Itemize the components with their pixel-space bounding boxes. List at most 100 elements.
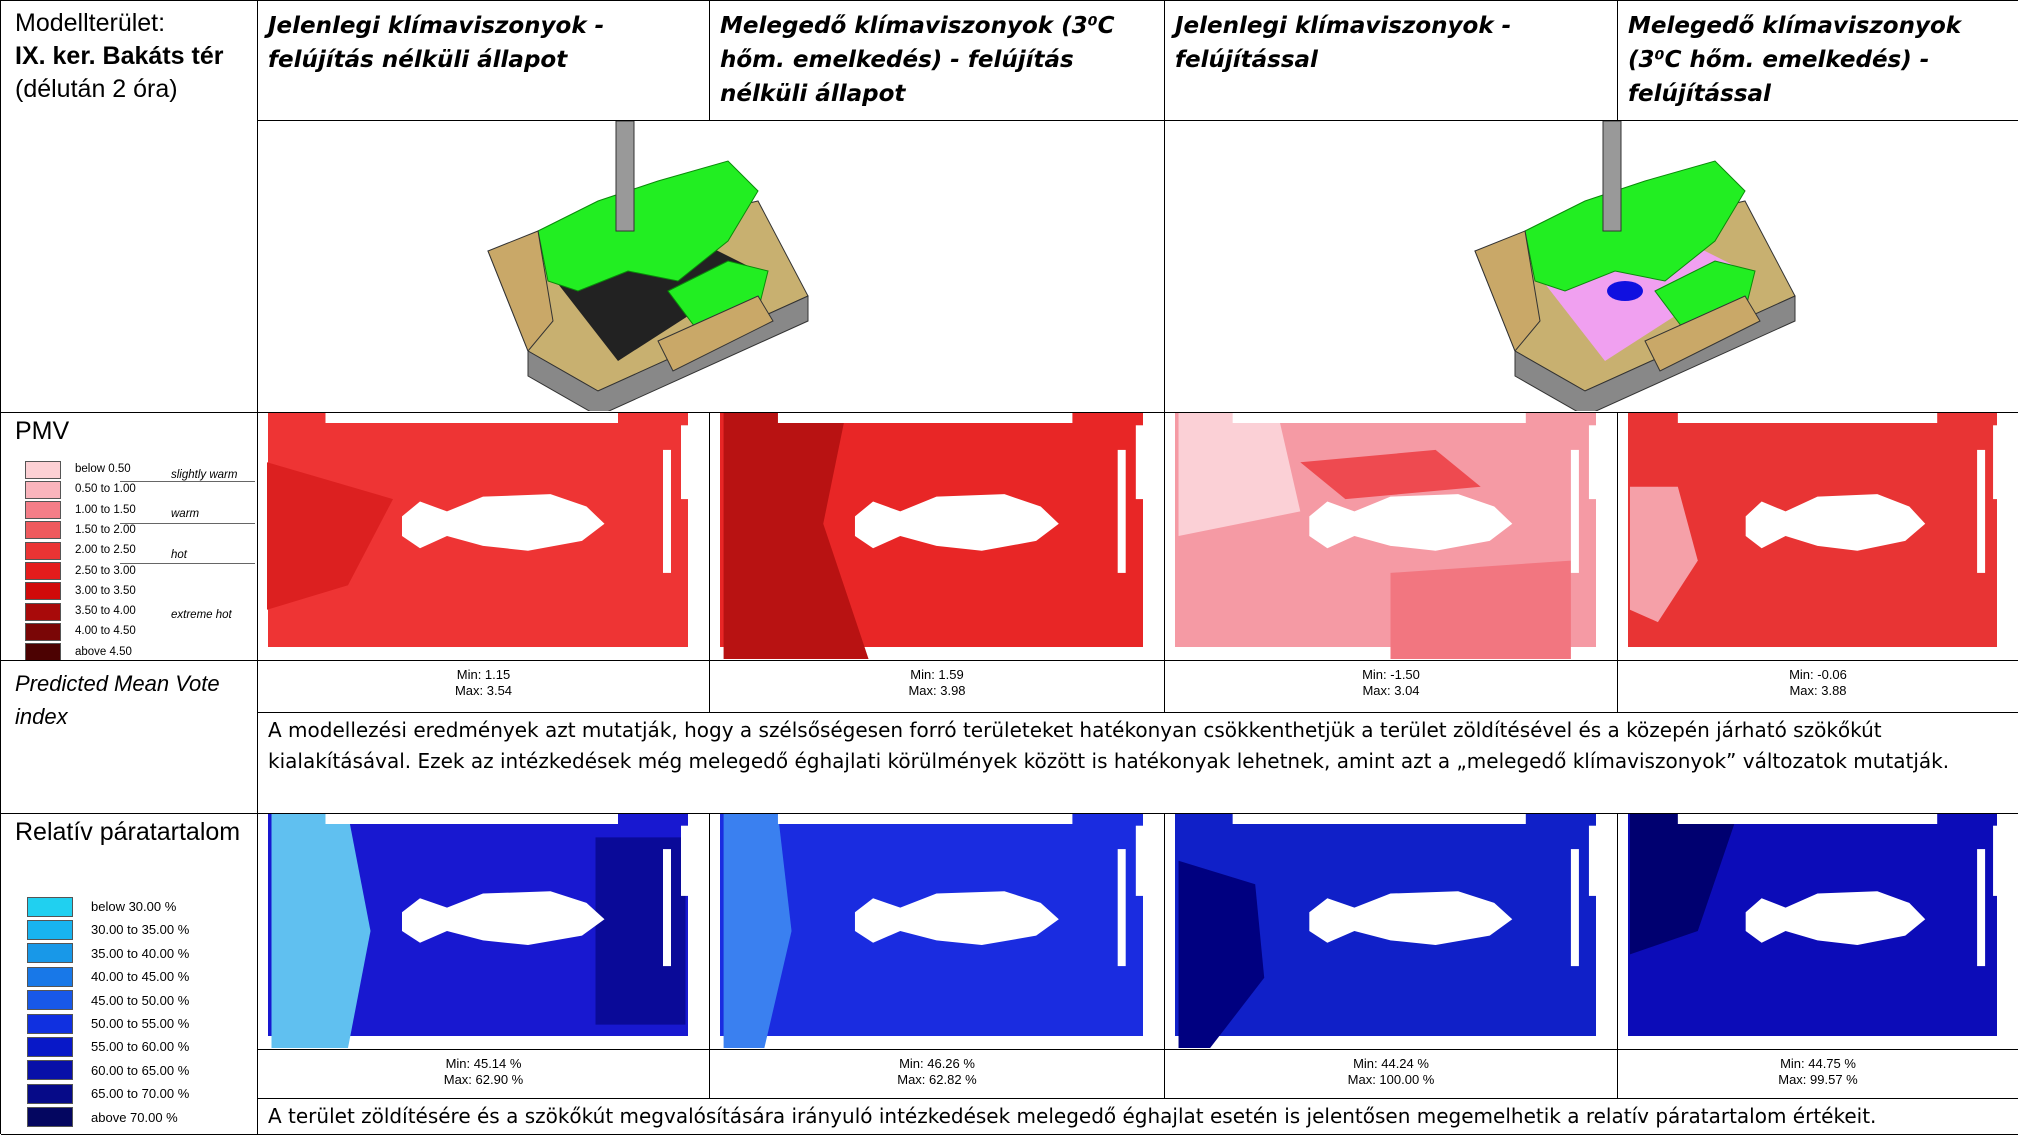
- stats-cell: Min: 1.59Max: 3.98: [710, 661, 1165, 713]
- legend-row: above 70.00 %: [27, 1101, 178, 1134]
- stat-min: Min: 1.15: [258, 667, 709, 683]
- stats-cell: Min: 44.75 %Max: 99.57 %: [1618, 1050, 2018, 1099]
- map-gap: [1977, 450, 1985, 573]
- header-text: Jelenlegi klímaviszonyok - felújítással: [1175, 9, 1607, 77]
- map-gap: [1977, 849, 1985, 966]
- pmv-cell: PMV below 0.500.50 to 1.001.00 to 1.501.5…: [1, 413, 258, 661]
- map-gap: [1993, 425, 2001, 499]
- stats-cell: Min: -0.06Max: 3.88: [1618, 661, 2018, 713]
- map-cell: [1165, 814, 1618, 1050]
- stat-min: Min: 45.14 %: [258, 1056, 709, 1072]
- map-gap: [663, 450, 671, 573]
- model-image: [1165, 121, 2017, 411]
- legend-class: extreme hot: [171, 599, 232, 632]
- stat-min: Min: -0.06: [1618, 667, 2018, 683]
- map-gap: [1233, 413, 1526, 423]
- map-gap: [1678, 814, 1937, 824]
- note-cell: A terület zöldítésére és a szökőkút megv…: [258, 1099, 2018, 1135]
- map-cell: [1165, 413, 1618, 661]
- map-gap: [778, 413, 1072, 423]
- tower: [616, 121, 634, 231]
- map-gap: [663, 849, 671, 966]
- map-gap: [1118, 450, 1126, 573]
- header-text: Melegedő klímaviszonyok (3⁰C hőm. emelke…: [1628, 9, 2008, 111]
- map-gap: [681, 826, 689, 896]
- map-gap: [326, 814, 619, 824]
- map: [1618, 413, 2017, 659]
- map-gap: [1136, 425, 1144, 499]
- model-image-cell: [1165, 121, 2018, 413]
- legend-text: above 4.50: [75, 636, 132, 661]
- stat-max: Max: 3.04: [1165, 683, 1617, 699]
- header-text: Melegedő klímaviszonyok (3⁰C hőm. emelke…: [720, 9, 1154, 111]
- map-gap: [681, 425, 689, 499]
- corner-line: Modellterület:: [15, 7, 243, 40]
- legend-text: above 70.00 %: [91, 1101, 178, 1134]
- model-image-cell: [258, 121, 1165, 413]
- stat-max: Max: 99.57 %: [1618, 1072, 2018, 1088]
- map-gap: [1678, 413, 1937, 423]
- stat-min: Min: 46.26 %: [710, 1056, 1164, 1072]
- map-gap: [1136, 826, 1144, 896]
- map-gap: [1589, 425, 1597, 499]
- note-cell: A modellezési eredmények azt mutatják, h…: [258, 713, 2018, 814]
- stat-min: Min: -1.50: [1165, 667, 1617, 683]
- note-text: A modellezési eredmények azt mutatják, h…: [268, 715, 2008, 777]
- column-header: Melegedő klímaviszonyok (3⁰C hőm. emelke…: [710, 1, 1165, 121]
- model-image: [258, 121, 1163, 411]
- map-cell: [1618, 814, 2018, 1050]
- pmv-label: PMV: [15, 415, 69, 448]
- table: Modellterület:IX. ker. Bakáts tér(délutá…: [0, 0, 2018, 1134]
- stats-cell: Min: 46.26 %Max: 62.82 %: [710, 1050, 1165, 1099]
- legend-class: warm: [171, 498, 199, 531]
- rh-label: Relatív páratartalom: [15, 816, 245, 849]
- map: [710, 413, 1163, 659]
- column-header: Jelenlegi klímaviszonyok - felújítással: [1165, 1, 1618, 121]
- map: [1618, 814, 2017, 1048]
- page: Modellterület:IX. ker. Bakáts tér(délutá…: [0, 0, 2018, 1134]
- fountain: [1607, 281, 1643, 301]
- index-cell: Predicted Mean Vote index: [1, 661, 258, 814]
- map: [258, 413, 708, 659]
- note-text: A terület zöldítésére és a szökőkút megv…: [268, 1101, 2008, 1132]
- legend-divider: [120, 523, 255, 524]
- map-gap: [1233, 814, 1526, 824]
- column-header: Jelenlegi klímaviszonyok - felújítás nél…: [258, 1, 710, 121]
- map-gap: [1571, 849, 1579, 966]
- stat-max: Max: 62.82 %: [710, 1072, 1164, 1088]
- map: [1165, 413, 1616, 659]
- stats-cell: Min: 44.24 %Max: 100.00 %: [1165, 1050, 1618, 1099]
- legend-class: slightly warm: [171, 459, 237, 492]
- rh-cell: Relatív páratartalom below 30.00 %30.00 t…: [1, 814, 258, 1135]
- map-gap: [1571, 450, 1579, 573]
- map-cell: [258, 413, 710, 661]
- stat-max: Max: 62.90 %: [258, 1072, 709, 1088]
- map: [258, 814, 708, 1048]
- legend-swatch: [27, 1107, 73, 1127]
- header-text: Jelenlegi klímaviszonyok - felújítás nél…: [268, 9, 699, 77]
- map-cell: [710, 814, 1165, 1050]
- index-label: Predicted Mean Vote index: [15, 667, 243, 733]
- rh-legend: below 30.00 %30.00 to 35.00 %35.00 to 40…: [27, 890, 247, 1125]
- legend-row: above 4.50: [25, 636, 132, 661]
- map-zone: [596, 837, 686, 1024]
- column-header: Melegedő klímaviszonyok (3⁰C hőm. emelke…: [1618, 1, 2018, 121]
- map-gap: [778, 814, 1072, 824]
- map-gap: [326, 413, 619, 423]
- stat-max: Max: 100.00 %: [1165, 1072, 1617, 1088]
- corner-cell: Modellterület:IX. ker. Bakáts tér(délutá…: [1, 1, 258, 413]
- map-gap: [1589, 826, 1597, 896]
- corner-line: IX. ker. Bakáts tér: [15, 40, 243, 73]
- legend-class: hot: [171, 539, 187, 572]
- stats-cell: Min: 45.14 %Max: 62.90 %: [258, 1050, 710, 1099]
- stat-min: Min: 44.75 %: [1618, 1056, 2018, 1072]
- tower: [1603, 121, 1621, 231]
- stat-max: Max: 3.54: [258, 683, 709, 699]
- map-zone: [1391, 561, 1571, 659]
- model: [488, 121, 808, 411]
- legend-swatch: [25, 643, 61, 661]
- map-cell: [258, 814, 710, 1050]
